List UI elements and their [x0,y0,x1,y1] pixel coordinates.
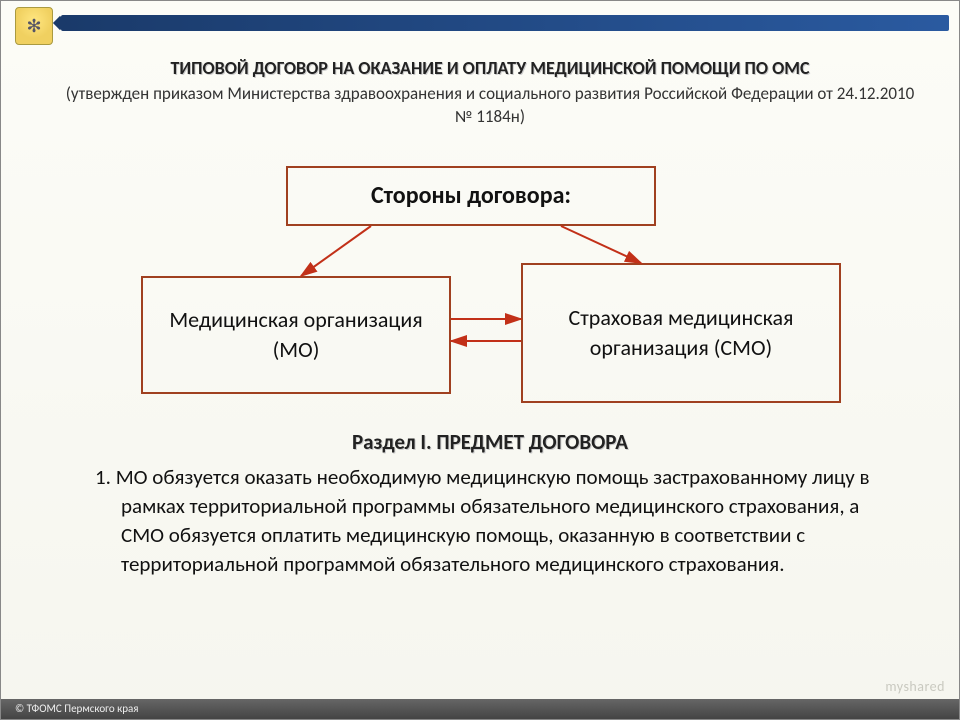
diagram-box-smo: Страховая медицинская организация (СМО) [521,263,841,403]
top-accent-bar [61,15,949,31]
diagram-box-smo-label: Страховая медицинская организация (СМО) [523,299,839,366]
slide-subtitle: (утвержден приказом Министерства здравоо… [61,83,919,129]
diagram-box-parties-label: Стороны договора: [363,176,579,216]
slide-title: ТИПОВОЙ ДОГОВОР НА ОКАЗАНИЕ И ОПЛАТУ МЕД… [61,57,919,80]
slide: ✻ ТИПОВОЙ ДОГОВОР НА ОКАЗАНИЕ И ОПЛАТУ М… [0,0,960,720]
body-paragraph: 1. МО обязуется оказать необходимую меди… [71,463,889,579]
section-heading: Раздел I. ПРЕДМЕТ ДОГОВОРА [61,429,919,455]
diagram-box-parties: Стороны договора: [286,166,656,226]
watermark: myshared [885,678,945,695]
diagram-box-mo-label: Медицинская организация (МО) [143,301,449,368]
logo-icon: ✻ [15,7,53,45]
diagram-box-mo: Медицинская организация (МО) [141,276,451,394]
footer-bar: © ТФОМС Пермского края [1,699,959,719]
